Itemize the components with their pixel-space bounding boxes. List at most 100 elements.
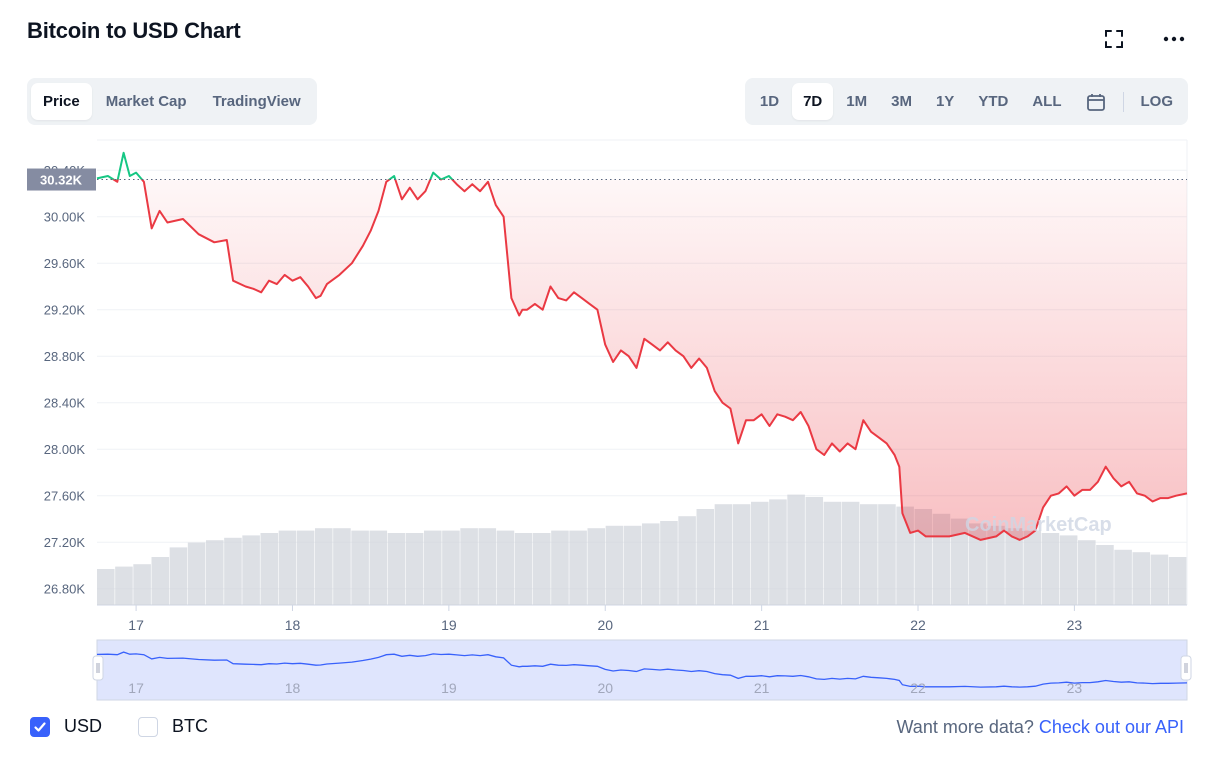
navigator-handle-right[interactable]	[1180, 655, 1192, 681]
x-tick-label: 23	[1067, 617, 1083, 633]
page-title: Bitcoin to USD Chart	[27, 18, 241, 43]
volume-bar	[405, 533, 424, 605]
navigator-tick-label: 19	[441, 680, 457, 696]
volume-bar	[460, 528, 478, 605]
volume-bar	[769, 499, 787, 605]
current-price-tag	[27, 168, 96, 191]
tab-market-cap[interactable]: Market Cap	[105, 93, 187, 110]
volume-bar	[860, 504, 878, 605]
volume-bar	[678, 516, 696, 605]
navigator-tick-label: 23	[1067, 680, 1083, 696]
tab-price[interactable]: Price	[31, 83, 92, 120]
volume-bar	[950, 518, 969, 605]
volume-bar	[1150, 554, 1169, 605]
more-options-icon[interactable]	[1161, 26, 1187, 52]
volume-bar	[587, 528, 606, 605]
reference-line: 30.32K	[27, 168, 1187, 191]
y-tick-label: 30.00K	[44, 210, 86, 225]
y-tick-label: 27.60K	[44, 489, 86, 504]
navigator: 17 18 19 20 21 22 23	[92, 639, 1192, 701]
navigator-tick-label: 20	[597, 680, 613, 696]
y-tick-label: 28.40K	[44, 396, 86, 411]
x-tick-label: 19	[441, 617, 457, 633]
y-tick-label: 28.80K	[44, 349, 86, 364]
volume-bar	[97, 569, 115, 605]
volume-bar	[424, 530, 442, 605]
toggle-btc[interactable]: BTC	[138, 716, 208, 737]
volume-bar	[514, 533, 533, 605]
usd-label: USD	[64, 716, 103, 736]
volume-bar	[551, 530, 569, 605]
range-1m[interactable]: 1M	[846, 93, 868, 110]
navigator-line	[96, 651, 1188, 688]
volume-bar	[841, 501, 860, 605]
volume-bar	[278, 530, 297, 605]
navigator-handle-left[interactable]	[92, 655, 104, 681]
volume-bar	[1096, 545, 1114, 605]
btc-label: BTC	[172, 716, 209, 736]
toggle-usd[interactable]: USD	[30, 716, 102, 737]
volume-bar	[1005, 528, 1023, 605]
volume-bar	[1114, 549, 1132, 605]
range-3m[interactable]: 3M	[891, 93, 912, 110]
volume-bar	[242, 535, 260, 605]
volume-bar	[369, 530, 388, 605]
range-all[interactable]: ALL	[1032, 93, 1062, 110]
chart-svg[interactable]: 26.80K 27.20K 27.60K 28.00K 28.40K 28.80K 29.2…	[0, 130, 1215, 710]
volume-bar	[206, 540, 224, 605]
volume-bar	[1023, 530, 1042, 605]
fullscreen-icon[interactable]	[1101, 26, 1127, 52]
navigator-tick-label: 21	[754, 680, 770, 696]
y-tick-label: 29.20K	[44, 303, 86, 318]
volume-bar	[496, 530, 515, 605]
check-icon	[34, 721, 46, 732]
range-7d[interactable]: 7D	[792, 83, 834, 120]
volume-bar	[169, 547, 188, 605]
volume-bar	[969, 523, 987, 605]
volume-bar	[478, 528, 497, 605]
y-tick-label: 29.60K	[44, 256, 86, 271]
volume-bar	[133, 564, 151, 605]
current-price-label: 30.32K	[40, 173, 83, 188]
volume-bar	[1041, 533, 1060, 605]
volume-bar	[569, 530, 587, 605]
volume-bar	[987, 525, 1005, 605]
y-tick-label: 27.20K	[44, 535, 86, 550]
volume-bar	[187, 542, 206, 605]
volume-bar	[642, 523, 660, 605]
volume-bar	[1059, 535, 1078, 605]
x-tick-label: 17	[128, 617, 144, 633]
volume-bar	[823, 501, 842, 605]
y-axis-labels: 26.80K 27.20K 27.60K 28.00K 28.40K 28.80K 29.2…	[44, 163, 86, 596]
y-tick-label: 26.80K	[44, 582, 86, 597]
y-tick-label: 28.00K	[44, 442, 86, 457]
price-line-down	[111, 179, 1188, 541]
calendar-button[interactable]	[1075, 83, 1117, 120]
x-axis-labels: 17 18 19 20 21 22 23	[128, 605, 1082, 633]
price-chart[interactable]: 26.80K 27.20K 27.60K 28.00K 28.40K 28.80K 29.2…	[0, 130, 1215, 710]
volume-bars	[97, 494, 1187, 605]
calendar-icon	[1086, 93, 1105, 111]
below-reference-fill	[113, 179, 1187, 540]
log-toggle[interactable]: LOG	[1140, 93, 1174, 110]
tab-tradingview[interactable]: TradingView	[212, 93, 301, 110]
navigator-tick-label: 22	[910, 680, 926, 696]
volume-bar	[1168, 557, 1187, 605]
usd-checkbox[interactable]	[30, 716, 50, 737]
volume-bar	[533, 533, 551, 605]
range-1y[interactable]: 1Y	[935, 93, 955, 110]
volume-bar	[387, 533, 406, 605]
volume-bar	[296, 530, 315, 605]
range-ytd[interactable]: YTD	[978, 93, 1009, 110]
range-1d[interactable]: 1D	[759, 93, 780, 110]
api-link[interactable]: Check out our API	[1038, 717, 1184, 737]
x-tick-label: 20	[597, 617, 613, 633]
volume-bar	[1078, 540, 1096, 605]
volume-bar	[805, 497, 824, 605]
volume-bar	[260, 533, 279, 605]
volume-bar	[623, 525, 642, 605]
navigator-tick-label: 17	[128, 680, 144, 696]
volume-bar	[696, 509, 715, 605]
price-lines	[96, 151, 1188, 541]
btc-checkbox[interactable]	[138, 716, 159, 737]
